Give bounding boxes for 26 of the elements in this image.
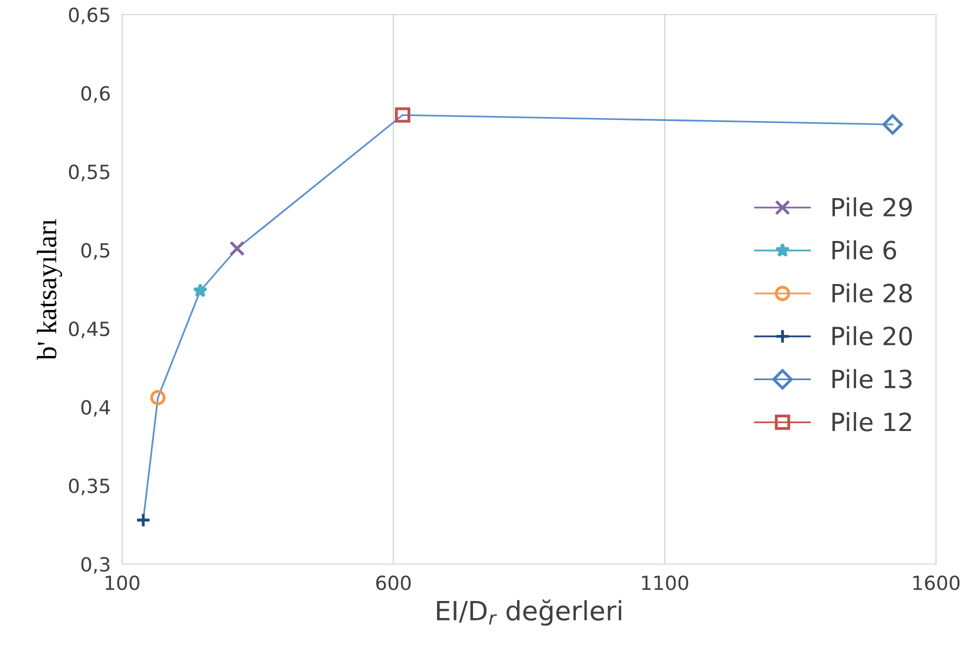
- y-tick-label: 0,65: [68, 8, 110, 24]
- legend-label: Pile 12: [832, 412, 912, 432]
- point: [395, 107, 410, 123]
- legend-label: Pile 28: [832, 283, 912, 303]
- point: [192, 283, 208, 298]
- point: [150, 390, 166, 406]
- x-axis-title: EI/D$_{r}$ değerleri: [437, 600, 622, 626]
- x-tick-label: 600: [376, 575, 411, 590]
- y-tick-label: 0,4: [81, 400, 110, 417]
- point: [136, 512, 151, 528]
- point: [882, 114, 903, 135]
- y-tick-label: 0,55: [68, 164, 110, 182]
- y-tick-label: 0,5: [81, 243, 110, 260]
- point: [229, 240, 245, 256]
- y-axis-title: b' katsayıları: [36, 219, 62, 360]
- legend-label: Pile 20: [832, 326, 912, 346]
- legend-label: Pile 29: [832, 197, 912, 217]
- x-tick-label: 100: [106, 575, 140, 590]
- y-tick-label: 0,6: [81, 86, 110, 103]
- y-tick-label: 0,35: [68, 478, 110, 496]
- x-tick-label: 1600: [913, 575, 960, 590]
- legend-label: Pile 6: [832, 240, 896, 260]
- x-tick-label: 1100: [642, 575, 688, 590]
- y-tick-label: 0,45: [68, 321, 110, 338]
- legend-label: Pile 13: [832, 369, 912, 388]
- y-tick-label: 0,3: [81, 556, 110, 574]
